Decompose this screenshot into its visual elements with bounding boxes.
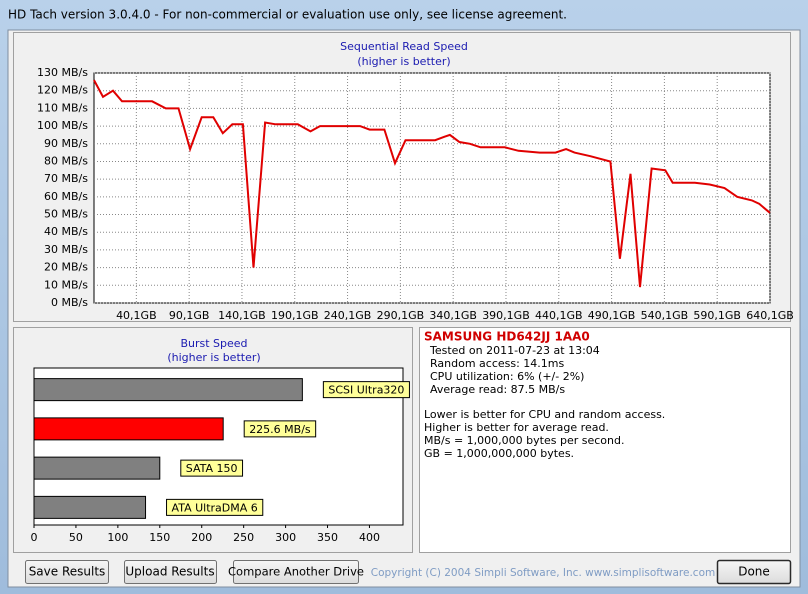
info-note: Lower is better for CPU and random acces… — [424, 408, 665, 421]
copyright: Copyright (C) 2004 Simpli Software, Inc.… — [371, 567, 715, 579]
y-tick-label: 130 MB/s — [37, 66, 88, 79]
bar-label-text: SCSI Ultra320 — [328, 384, 404, 397]
bar-label-text: SATA 150 — [186, 462, 238, 475]
info-note: GB = 1,000,000,000 bytes. — [424, 447, 574, 460]
info-line: Random access: 14.1ms — [430, 357, 565, 370]
x-tick-label: 200 — [191, 531, 212, 544]
button-label[interactable]: Done — [738, 565, 770, 579]
bar — [33, 378, 303, 402]
read-line — [93, 79, 771, 288]
x-tick-label: 300 — [275, 531, 296, 544]
x-tick-label: 100 — [107, 531, 128, 544]
x-tick-label: 140,1GB — [218, 309, 266, 322]
y-tick-label: 80 MB/s — [44, 154, 88, 167]
x-tick-label: 0 — [31, 531, 38, 544]
label-box — [243, 420, 317, 438]
x-tick-label: 190,1GB — [271, 309, 319, 322]
y-tick-label: 110 MB/s — [37, 101, 88, 114]
button-label[interactable]: Upload Results — [125, 565, 214, 579]
info-line: Tested on 2011-07-23 at 13:04 — [429, 344, 600, 357]
x-tick-label: 240,1GB — [324, 309, 372, 322]
y-tick-label: 30 MB/s — [44, 243, 88, 256]
chart-title: Burst Speed — [180, 337, 247, 350]
bar-label-text: 225.6 MB/s — [249, 423, 311, 436]
x-tick-label: 350 — [317, 531, 338, 544]
x-tick-label: 340,1GB — [429, 309, 477, 322]
bar-label: SATA 150 — [180, 459, 244, 477]
y-tick-label: 40 MB/s — [44, 225, 88, 238]
x-tick-label: 390,1GB — [482, 309, 530, 322]
x-tick-label: 290,1GB — [377, 309, 425, 322]
x-tick-label: 40,1GB — [116, 309, 157, 322]
chart-title: Sequential Read Speed — [340, 40, 468, 53]
bar-label-text: ATA UltraDMA 6 — [172, 501, 258, 514]
y-tick-label: 100 MB/s — [37, 119, 88, 132]
bar — [33, 456, 161, 480]
button[interactable]: Upload Results — [124, 560, 217, 584]
x-tick-label: 540,1GB — [641, 309, 689, 322]
info-note: MB/s = 1,000,000 bytes per second. — [424, 434, 624, 447]
x-tick-label: 150 — [149, 531, 170, 544]
y-tick-label: 120 MB/s — [37, 84, 88, 97]
label-box — [166, 498, 264, 516]
x-tick-label: 640,1GB — [746, 309, 794, 322]
x-tick-label: 90,1GB — [169, 309, 210, 322]
chart-subtitle: (higher is better) — [167, 351, 260, 364]
button[interactable]: Save Results — [25, 560, 109, 584]
bar — [33, 495, 147, 519]
button-label[interactable]: Save Results — [29, 565, 106, 579]
x-tick-label: 490,1GB — [588, 309, 636, 322]
x-tick-label: 400 — [359, 531, 380, 544]
y-tick-label: 50 MB/s — [44, 208, 88, 221]
button[interactable]: Compare Another Drive — [228, 560, 364, 584]
x-tick-label: 250 — [233, 531, 254, 544]
y-tick-label: 10 MB/s — [44, 278, 88, 291]
y-tick-label: 20 MB/s — [44, 261, 88, 274]
info-line: CPU utilization: 6% (+/- 2%) — [430, 370, 584, 383]
bar-label: ATA UltraDMA 6 — [166, 498, 264, 516]
x-tick-label: 50 — [69, 531, 83, 544]
y-tick-label: 90 MB/s — [44, 137, 88, 150]
y-tick-label: 70 MB/s — [44, 172, 88, 185]
info-note: Higher is better for average read. — [424, 421, 609, 434]
bar-label: SCSI Ultra320 — [322, 381, 410, 399]
chart-subtitle: (higher is better) — [357, 55, 450, 68]
window-title: HD Tach version 3.0.4.0 - For non-commer… — [8, 8, 567, 22]
info-line: Average read: 87.5 MB/s — [430, 383, 565, 396]
info-panel — [419, 327, 791, 553]
plot-area — [93, 72, 771, 304]
button-label[interactable]: Compare Another Drive — [228, 565, 364, 579]
label-box — [180, 459, 244, 477]
bar-label: 225.6 MB/s — [243, 420, 317, 438]
x-tick-label: 440,1GB — [535, 309, 583, 322]
y-tick-label: 0 MB/s — [51, 296, 88, 309]
y-tick-label: 60 MB/s — [44, 190, 88, 203]
label-box — [322, 381, 410, 399]
x-tick-label: 590,1GB — [693, 309, 741, 322]
bar — [33, 417, 224, 441]
button[interactable]: Done — [716, 559, 792, 585]
drive-name: SAMSUNG HD642JJ 1AA0 — [424, 330, 590, 344]
